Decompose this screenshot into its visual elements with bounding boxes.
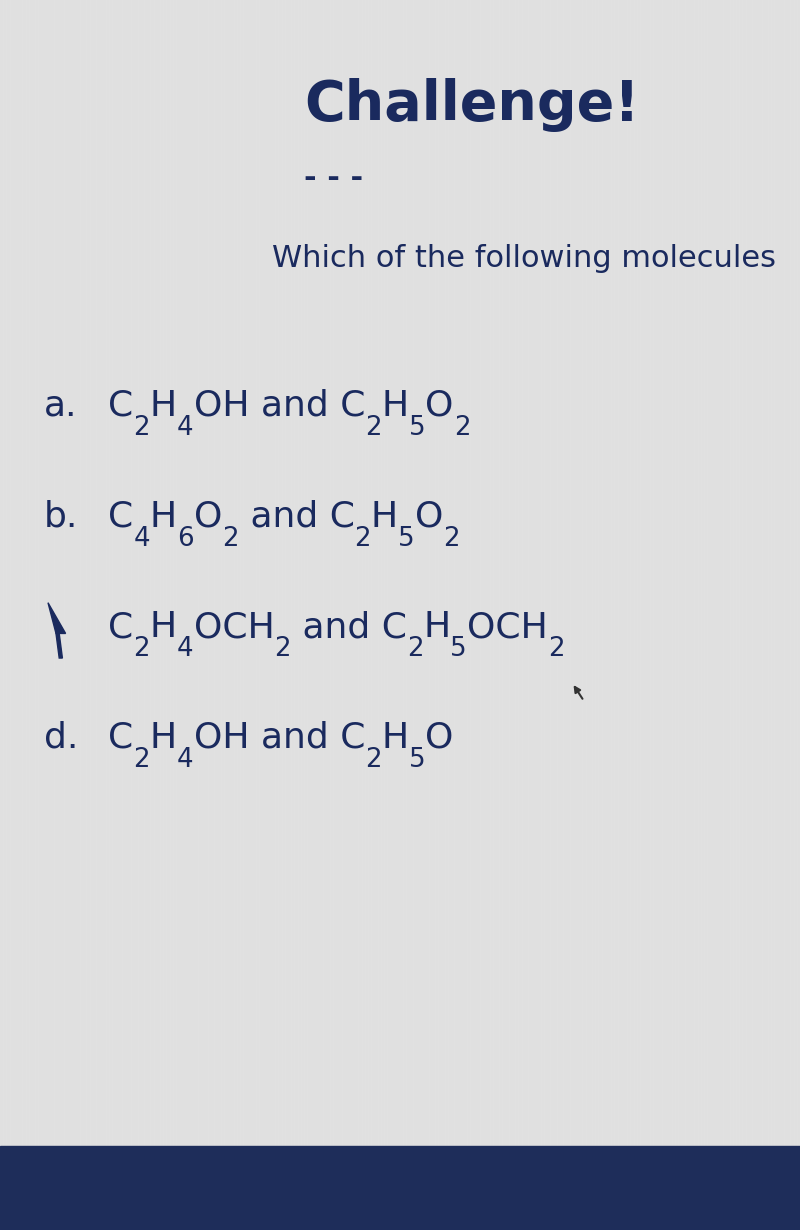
Text: H: H xyxy=(382,721,409,755)
Text: 4: 4 xyxy=(177,747,194,774)
Text: C: C xyxy=(108,499,134,534)
Text: 4: 4 xyxy=(177,636,194,663)
Text: 2: 2 xyxy=(548,636,564,663)
Text: H: H xyxy=(150,389,177,423)
Text: O: O xyxy=(194,499,222,534)
Text: 2: 2 xyxy=(134,636,150,663)
Text: a.: a. xyxy=(44,389,78,423)
Text: 5: 5 xyxy=(409,747,426,774)
Text: 2: 2 xyxy=(222,525,238,552)
Text: 2: 2 xyxy=(354,525,371,552)
Text: 4: 4 xyxy=(177,415,194,442)
Text: C: C xyxy=(108,389,134,423)
Text: C: C xyxy=(108,610,134,645)
Text: H: H xyxy=(423,610,450,645)
Text: Challenge!: Challenge! xyxy=(304,77,639,132)
Text: 2: 2 xyxy=(406,636,423,663)
Text: 2: 2 xyxy=(443,525,460,552)
Text: 2: 2 xyxy=(274,636,290,663)
Text: 2: 2 xyxy=(365,415,382,442)
Text: - - -: - - - xyxy=(304,164,363,193)
Bar xyxy=(0,1146,800,1230)
Text: Which of the following molecules: Which of the following molecules xyxy=(272,244,776,273)
Text: OCH: OCH xyxy=(467,610,548,645)
Text: OH and C: OH and C xyxy=(194,389,365,423)
Text: OH and C: OH and C xyxy=(194,721,365,755)
Text: 4: 4 xyxy=(134,525,150,552)
Text: and C: and C xyxy=(290,610,406,645)
Text: b.: b. xyxy=(44,499,78,534)
Text: 2: 2 xyxy=(134,747,150,774)
Text: C: C xyxy=(108,721,134,755)
Text: H: H xyxy=(150,721,177,755)
Polygon shape xyxy=(48,603,66,633)
Text: 2: 2 xyxy=(454,415,470,442)
Text: O: O xyxy=(426,389,454,423)
Text: 5: 5 xyxy=(409,415,426,442)
Text: 2: 2 xyxy=(365,747,382,774)
Text: and C: and C xyxy=(238,499,354,534)
Text: H: H xyxy=(371,499,398,534)
Text: O: O xyxy=(426,721,454,755)
Text: H: H xyxy=(382,389,409,423)
Text: 6: 6 xyxy=(177,525,194,552)
Text: 2: 2 xyxy=(134,415,150,442)
Text: d.: d. xyxy=(44,721,78,755)
Text: O: O xyxy=(414,499,443,534)
Text: 5: 5 xyxy=(450,636,467,663)
Text: 5: 5 xyxy=(398,525,414,552)
Text: H: H xyxy=(150,499,177,534)
Polygon shape xyxy=(56,633,62,658)
Text: H: H xyxy=(150,610,177,645)
Text: OCH: OCH xyxy=(194,610,274,645)
